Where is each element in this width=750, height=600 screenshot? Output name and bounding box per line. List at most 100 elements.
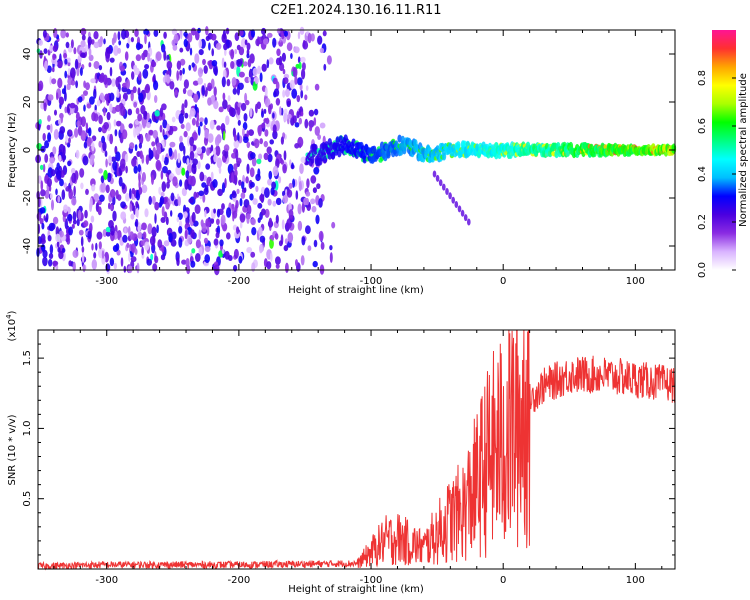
heatmap-cell — [279, 37, 282, 43]
heatmap-cell — [159, 107, 164, 118]
heatmap-cell — [57, 195, 61, 203]
heatmap-cell — [137, 222, 142, 233]
heatmap-cell — [47, 177, 52, 187]
heatmap-cell — [98, 114, 103, 125]
heatmap-cell — [235, 199, 239, 209]
heatmap-cell — [98, 168, 103, 174]
heatmap-cell — [266, 146, 272, 155]
heatmap-cell — [191, 118, 196, 126]
heatmap-cell — [50, 222, 56, 230]
heatmap-cell — [251, 227, 257, 236]
heatmap-cell — [105, 184, 110, 194]
heatmap-cell — [289, 159, 292, 166]
heatmap-cell — [59, 126, 66, 134]
heatmap-cell — [166, 181, 170, 189]
heatmap-cell — [103, 106, 106, 117]
heatmap-cell — [125, 165, 128, 174]
heatmap-cell — [221, 76, 226, 88]
heatmap-cell — [299, 26, 305, 35]
heatmap-cell — [142, 68, 149, 79]
heatmap-cell — [49, 193, 53, 200]
heatmap-cell — [46, 65, 52, 73]
heatmap-cell — [236, 226, 240, 235]
heatmap-cell — [105, 231, 111, 237]
heatmap-cell — [275, 81, 280, 91]
heatmap-cell — [251, 156, 257, 167]
heatmap-cell — [244, 39, 248, 46]
heatmap-cell — [312, 187, 317, 194]
heatmap-cell — [67, 57, 71, 63]
heatmap-cell — [187, 32, 193, 43]
heatmap-cell — [292, 178, 296, 188]
heatmap-cell — [50, 123, 53, 134]
heatmap-cell — [130, 213, 135, 220]
heatmap-cell — [215, 232, 220, 239]
heatmap-cell — [194, 104, 198, 112]
heatmap-cell — [169, 141, 176, 148]
heatmap-cell — [183, 211, 188, 219]
heatmap-cell — [248, 76, 251, 83]
heatmap-cell — [84, 209, 88, 219]
heatmap-cell — [297, 31, 301, 40]
spectrogram-y-tick-label: 40 — [22, 48, 33, 61]
heatmap-cell — [278, 240, 283, 247]
heatmap-cell — [179, 47, 184, 53]
heatmap-cell — [140, 104, 146, 115]
heatmap-cell — [286, 113, 292, 120]
heatmap-cell — [300, 89, 304, 99]
heatmap-cell — [154, 110, 160, 117]
heatmap-cell — [44, 140, 50, 149]
heatmap-cell — [40, 189, 46, 197]
heatmap-cell — [165, 216, 169, 226]
heatmap-cell — [90, 78, 96, 84]
heatmap-cell — [288, 209, 294, 219]
heatmap-cell — [134, 28, 139, 38]
heatmap-cell — [79, 168, 85, 178]
heatmap-cell — [275, 214, 279, 224]
heatmap-cell — [312, 260, 318, 268]
heatmap-cell — [161, 103, 167, 111]
heatmap-cell — [71, 223, 75, 229]
snr-x-tick-label: -300 — [95, 575, 118, 586]
colorbar-tick-label: 0.2 — [697, 214, 708, 230]
spectrogram-x-tick-label: -100 — [360, 276, 383, 287]
heatmap-cell — [249, 181, 255, 188]
spectrogram-y-tick-label: 20 — [22, 96, 33, 109]
heatmap-cell — [130, 37, 134, 43]
heatmap-cell — [106, 111, 111, 121]
heatmap-cell — [432, 170, 437, 178]
heatmap-cell — [296, 95, 301, 103]
heatmap-cell — [174, 89, 178, 96]
heatmap-cell — [117, 47, 121, 54]
heatmap-cell — [210, 171, 214, 181]
heatmap-cell — [52, 260, 59, 266]
heatmap-cell — [255, 76, 258, 85]
heatmap-cell — [246, 141, 251, 149]
heatmap-cell — [163, 31, 167, 39]
heatmap-cell — [134, 67, 140, 76]
heatmap-cell — [189, 136, 195, 147]
heatmap-cell — [178, 226, 183, 234]
heatmap-cell — [70, 39, 74, 49]
heatmap-cell — [183, 38, 188, 48]
heatmap-cell — [267, 153, 273, 163]
heatmap-cell — [276, 28, 281, 34]
heatmap-cell — [238, 46, 245, 56]
snr-x-ticks: -300 -200 -100 0 100 — [53, 330, 663, 586]
heatmap-cell — [224, 250, 230, 260]
heatmap-cell — [173, 149, 178, 161]
heatmap-cell — [162, 166, 168, 174]
heatmap-cell — [247, 58, 252, 68]
heatmap-cell — [49, 76, 52, 85]
heatmap-cell — [188, 198, 194, 204]
heatmap-cell — [285, 262, 289, 273]
heatmap-cell — [270, 187, 275, 196]
heatmap-cell — [261, 208, 266, 216]
heatmap-cell — [221, 57, 225, 68]
heatmap-cell — [196, 147, 203, 155]
heatmap-cell — [155, 51, 162, 62]
heatmap-cell — [52, 67, 55, 73]
heatmap-cell — [168, 147, 173, 157]
heatmap-cell — [89, 96, 95, 105]
heatmap-cell — [45, 213, 49, 221]
